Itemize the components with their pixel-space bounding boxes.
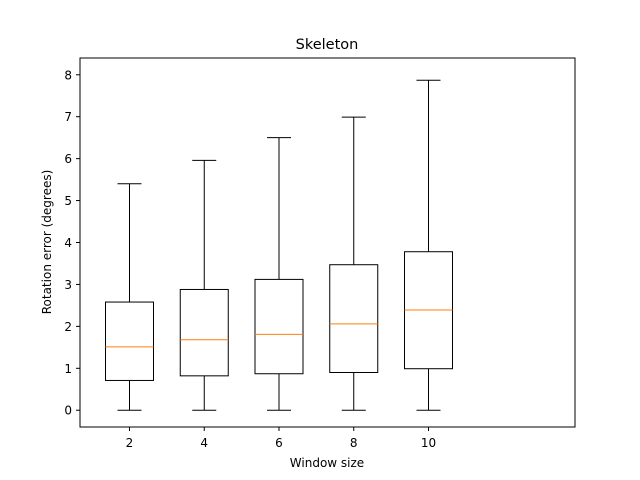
iqr-box bbox=[254, 278, 304, 375]
x-tick-label: 8 bbox=[350, 436, 358, 450]
box-series bbox=[105, 79, 453, 411]
box-2 bbox=[105, 183, 154, 411]
x-axis-label: Window size bbox=[290, 456, 364, 470]
x-axis-ticks: 2 4 6 8 10 bbox=[126, 427, 436, 450]
iqr-box bbox=[105, 301, 154, 381]
y-tick-label: 4 bbox=[64, 236, 72, 250]
y-axis-ticks: 0 1 2 3 4 5 6 7 8 bbox=[64, 68, 80, 418]
y-tick-label: 6 bbox=[64, 152, 72, 166]
iqr-box bbox=[179, 288, 229, 377]
x-tick-label: 10 bbox=[421, 436, 436, 450]
x-tick-label: 4 bbox=[200, 436, 208, 450]
iqr-box bbox=[329, 264, 379, 373]
box-6 bbox=[254, 137, 304, 411]
y-tick-label: 2 bbox=[64, 320, 72, 334]
box-4 bbox=[179, 159, 229, 411]
y-tick-label: 3 bbox=[64, 278, 72, 292]
box-8 bbox=[329, 116, 379, 411]
y-tick-label: 0 bbox=[64, 404, 72, 418]
y-axis-label: Rotation error (degrees) bbox=[40, 170, 54, 315]
y-tick-label: 1 bbox=[64, 362, 72, 376]
y-tick-label: 8 bbox=[64, 68, 72, 82]
chart-title: Skeleton bbox=[296, 37, 359, 53]
plot-frame bbox=[79, 57, 576, 428]
box-10 bbox=[404, 79, 453, 411]
y-tick-label: 7 bbox=[64, 110, 72, 124]
x-tick-label: 2 bbox=[126, 436, 134, 450]
y-tick-label: 5 bbox=[64, 194, 72, 208]
x-tick-label: 6 bbox=[275, 436, 283, 450]
